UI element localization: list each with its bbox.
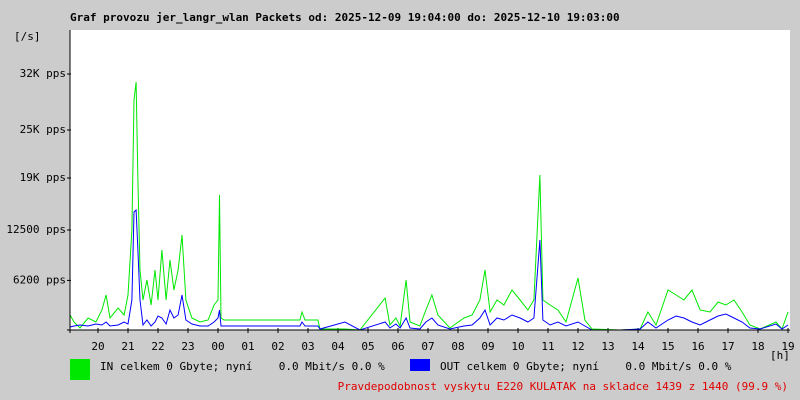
x-tick-label: 03	[301, 340, 314, 353]
x-tick-label: 17	[721, 340, 734, 353]
x-tick-label: 07	[421, 340, 434, 353]
legend-label: IN celkem 0 Gbyte; nyní 0.0 Mbit/s 0.0 %	[100, 360, 385, 373]
x-tick-label: 21	[121, 340, 134, 353]
x-tick-label: 08	[451, 340, 464, 353]
x-axis-unit: [h]	[770, 349, 790, 362]
x-tick-label: 16	[691, 340, 704, 353]
x-tick-label: 20	[91, 340, 104, 353]
annotation: Pravdepodobnost vyskytu E220 KULATAK na …	[338, 380, 788, 393]
legend-swatch	[410, 359, 430, 371]
x-tick-label: 15	[661, 340, 674, 353]
x-tick-label: 18	[751, 340, 764, 353]
x-tick-label: 19	[781, 340, 794, 353]
y-tick-label: 19K pps	[20, 171, 66, 184]
y-tick-label: 12500 pps	[6, 223, 66, 236]
x-tick-label: 12	[571, 340, 584, 353]
x-tick-label: 06	[391, 340, 404, 353]
y-axis-unit: [/s]	[14, 30, 41, 43]
x-tick-label: 14	[631, 340, 645, 353]
x-tick-label: 04	[331, 340, 345, 353]
x-tick-label: 22	[151, 340, 164, 353]
x-tick-label: 11	[541, 340, 554, 353]
chart-title: Graf provozu jer_langr_wlan Packets od: …	[70, 11, 620, 24]
y-tick-label: 25K pps	[20, 123, 66, 136]
x-tick-label: 02	[271, 340, 284, 353]
legend-label: OUT celkem 0 Gbyte; nyní 0.0 Mbit/s 0.0 …	[440, 360, 732, 373]
x-tick-label: 13	[601, 340, 614, 353]
series-line	[69, 81, 789, 331]
series-line	[69, 208, 789, 331]
x-tick-label: 01	[241, 340, 254, 353]
x-tick-label: 09	[481, 340, 494, 353]
x-tick-label: 05	[361, 340, 374, 353]
x-tick-label: 00	[211, 340, 224, 353]
legend-swatch	[70, 359, 90, 380]
x-tick-label: 10	[511, 340, 524, 353]
y-tick-label: 32K pps	[20, 67, 66, 80]
y-tick-label: 6200 pps	[13, 273, 66, 286]
x-tick-label: 23	[181, 340, 194, 353]
plot-area	[70, 30, 790, 330]
